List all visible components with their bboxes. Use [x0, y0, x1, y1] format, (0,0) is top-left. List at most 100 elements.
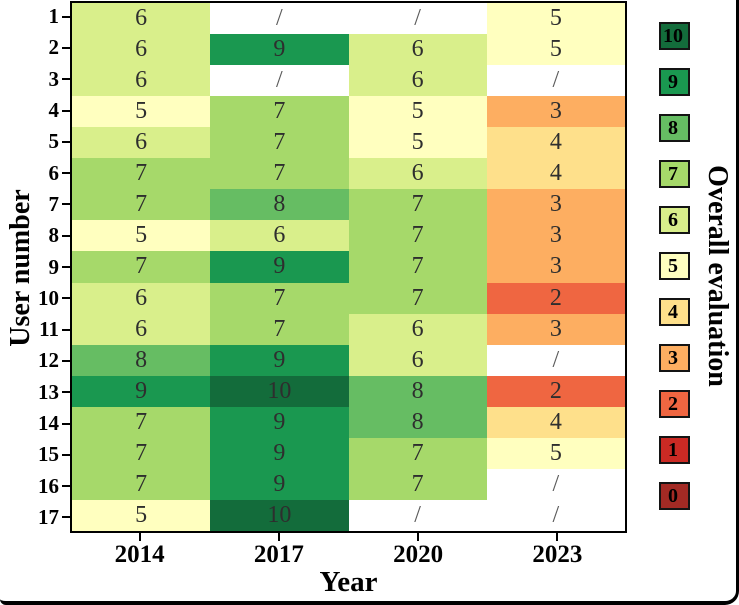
legend-value: 2 — [668, 393, 678, 415]
y-tick-mark — [62, 78, 70, 81]
x-tick: 2017 — [209, 533, 348, 569]
legend-swatch: 9 — [659, 68, 690, 96]
heatmap-cell: 8 — [210, 189, 349, 221]
heatmap-cell: 7 — [210, 282, 349, 314]
heatmap-cell: 8 — [72, 344, 211, 376]
heatmap-cell: 7 — [72, 406, 211, 438]
heatmap-cell: 7 — [72, 251, 211, 283]
y-tick: 13 — [0, 377, 70, 408]
y-tick-label: 9 — [48, 254, 60, 279]
heatmap-cell: 7 — [210, 96, 349, 128]
heatmap-cell: 9 — [210, 468, 349, 500]
heatmap-cell: 7 — [210, 158, 349, 190]
y-tick-mark — [62, 516, 70, 519]
heatmap-cell: 10 — [210, 375, 349, 407]
legend-value: 5 — [668, 255, 678, 277]
heatmap-cell: / — [210, 3, 349, 35]
y-tick-mark — [62, 422, 70, 425]
heatmap-cell: 3 — [486, 220, 625, 252]
heatmap-cell: 9 — [210, 344, 349, 376]
heatmap-cell: 4 — [486, 406, 625, 438]
y-tick: 5 — [0, 126, 70, 157]
y-tick-label: 3 — [48, 66, 60, 91]
heatmap-cell: 3 — [486, 251, 625, 283]
x-axis-title: Year — [319, 566, 378, 598]
heatmap-cell: / — [348, 499, 487, 531]
x-tick: 2014 — [70, 533, 209, 569]
x-tick-label: 2023 — [532, 541, 583, 568]
legend-value: 0 — [668, 485, 678, 507]
heatmap-cell: 7 — [348, 437, 487, 469]
heatmap-cell: 6 — [72, 282, 211, 314]
plot-area: 6//5 6 9 6 5 6/6/5 7 5 3 6 7 5 4 7 7 6 4 7 8 7 3 5 6 7 3 7 9 7 3 6 7 7 2… — [70, 1, 627, 533]
heatmap-cell: 5 — [486, 437, 625, 469]
legend-value: 10 — [663, 25, 683, 47]
y-tick: 9 — [0, 251, 70, 282]
heatmap-cell: / — [486, 468, 625, 500]
x-tick-mark — [138, 533, 141, 541]
heatmap-cell: 6 — [72, 3, 211, 35]
legend-swatch: 5 — [659, 252, 690, 280]
heatmap-cell: 7 — [210, 313, 349, 345]
heatmap-cell: 6 — [348, 158, 487, 190]
legend-swatch: 10 — [659, 22, 690, 50]
y-tick-mark — [62, 109, 70, 112]
heatmap-cell: 7 — [348, 251, 487, 283]
legend-swatch: 3 — [659, 344, 690, 372]
y-tick-mark — [62, 328, 70, 331]
y-tick-label: 5 — [48, 129, 60, 154]
legend-swatch: 7 — [659, 160, 690, 188]
legend-swatch: 2 — [659, 390, 690, 418]
legend-swatch: 4 — [659, 298, 690, 326]
heatmap-cell: 8 — [348, 406, 487, 438]
legend-value: 9 — [668, 71, 678, 93]
heatmap-cell: 4 — [486, 127, 625, 159]
colorbar-legend: 10 9 8 7 6 5 4 3 2 1 0 — [659, 22, 690, 510]
legend-title: Overall evaluation — [702, 165, 733, 387]
x-tick-mark — [417, 533, 420, 541]
y-tick-mark — [62, 266, 70, 269]
heatmap-cell: 9 — [210, 406, 349, 438]
heatmap-cell: / — [210, 65, 349, 97]
heatmap-cell: / — [348, 3, 487, 35]
y-tick-mark — [62, 485, 70, 488]
y-tick: 4 — [0, 95, 70, 126]
heatmap-cell: 7 — [72, 189, 211, 221]
heatmap-cell: 8 — [348, 375, 487, 407]
y-tick: 16 — [0, 470, 70, 501]
x-tick-label: 2014 — [114, 541, 165, 568]
y-tick: 6 — [0, 157, 70, 188]
heatmap-cell: 5 — [72, 220, 211, 252]
y-tick: 12 — [0, 345, 70, 376]
y-tick-label: 14 — [38, 411, 59, 435]
y-tick: 3 — [0, 64, 70, 95]
heatmap-cell: / — [486, 344, 625, 376]
y-tick: 11 — [0, 314, 70, 345]
heatmap-cell: 7 — [210, 127, 349, 159]
x-tick-label: 2020 — [393, 541, 444, 568]
heatmap-cell: 9 — [210, 34, 349, 66]
heatmap-cell: 7 — [72, 158, 211, 190]
heatmap-cell: 6 — [348, 65, 487, 97]
y-tick-label: 4 — [48, 98, 60, 123]
heatmap-cell: 5 — [72, 499, 211, 531]
y-tick-label: 8 — [48, 223, 60, 248]
heatmap-cell: 9 — [72, 375, 211, 407]
y-tick: 14 — [0, 408, 70, 439]
y-tick-label: 17 — [38, 504, 59, 529]
y-tick: 2 — [0, 32, 70, 63]
y-tick-label: 7 — [48, 191, 60, 216]
heatmap-cell: 6 — [72, 127, 211, 159]
legend-value: 8 — [668, 117, 678, 139]
y-tick-mark — [62, 140, 70, 143]
y-tick-mark — [62, 297, 70, 300]
legend-swatch: 6 — [659, 206, 690, 234]
y-tick-label: 2 — [48, 35, 60, 60]
heatmap-cell: 3 — [486, 189, 625, 221]
legend-swatch: 0 — [659, 482, 690, 510]
heatmap-cell: 9 — [210, 437, 349, 469]
heatmap-cell: 4 — [486, 158, 625, 190]
heatmap-cell: 7 — [348, 189, 487, 221]
heatmap-cell: 2 — [486, 375, 625, 407]
